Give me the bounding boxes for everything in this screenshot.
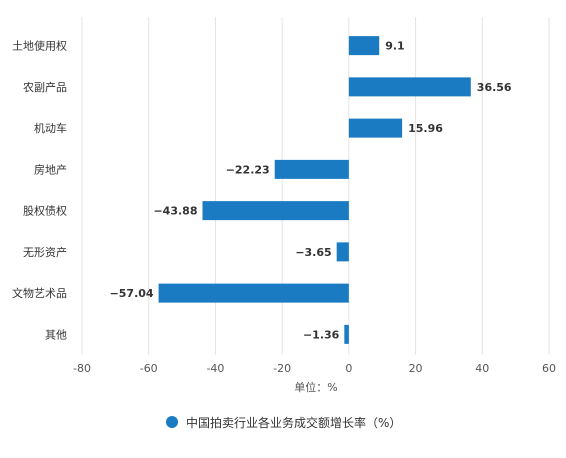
category-label: 无形资产 bbox=[23, 245, 67, 259]
data-label: 36.56 bbox=[477, 81, 512, 94]
bar bbox=[348, 118, 403, 138]
bar bbox=[202, 201, 349, 221]
legend-label: 中国拍卖行业各业务成交额增长率（%） bbox=[186, 415, 402, 430]
x-tick-label: -40 bbox=[206, 362, 224, 375]
x-tick-label: 0 bbox=[345, 362, 352, 375]
x-tick-label: -20 bbox=[273, 362, 291, 375]
category-label: 房地产 bbox=[34, 162, 67, 176]
x-tick-label: -60 bbox=[140, 362, 158, 375]
category-label: 股权债权 bbox=[23, 204, 67, 218]
data-label: 9.1 bbox=[385, 40, 405, 53]
category-label: 其他 bbox=[45, 328, 67, 341]
data-labels: 9.1 36.56 15.96 −22.23 −43.88 −3.65 −57.04 −1.3… bbox=[110, 40, 512, 342]
category-label: 土地使用权 bbox=[12, 40, 67, 53]
bar bbox=[158, 283, 349, 303]
x-axis-label: 单位：% bbox=[294, 380, 337, 394]
bar bbox=[348, 77, 471, 97]
legend: 中国拍卖行业各业务成交额增长率（%） bbox=[166, 412, 401, 432]
data-label: 15.96 bbox=[408, 122, 443, 135]
grid-lines bbox=[81, 17, 550, 355]
bar bbox=[348, 36, 380, 56]
legend-marker bbox=[166, 416, 178, 428]
data-label: −43.88 bbox=[153, 205, 197, 218]
data-label: −1.36 bbox=[303, 328, 340, 341]
bars bbox=[158, 36, 471, 344]
category-label: 农副产品 bbox=[23, 80, 67, 94]
x-tick-label: 20 bbox=[409, 362, 423, 375]
x-tick-label: 40 bbox=[475, 362, 489, 375]
data-label: −3.65 bbox=[295, 246, 331, 259]
x-tick-label: 60 bbox=[542, 362, 556, 375]
bar bbox=[344, 324, 349, 344]
bar bbox=[274, 159, 349, 179]
category-label: 文物艺术品 bbox=[12, 286, 67, 300]
x-tick-labels: -80 -60 -40 -20 0 20 40 60 bbox=[73, 362, 556, 375]
x-tick-label: -80 bbox=[73, 362, 91, 375]
data-label: −22.23 bbox=[226, 163, 270, 176]
data-label: −57.04 bbox=[110, 287, 154, 300]
category-label: 机动车 bbox=[34, 121, 67, 135]
bar bbox=[336, 242, 349, 262]
